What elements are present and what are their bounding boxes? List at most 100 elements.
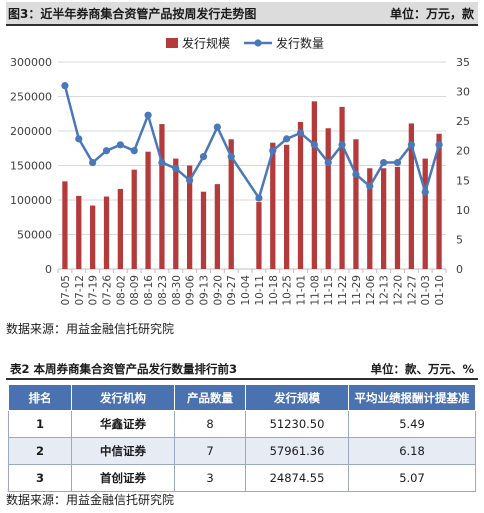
x-tick-label: 11-29	[351, 275, 363, 306]
table-row: 3 首创证券 3 24874.55 5.07	[8, 464, 476, 492]
figure-title: 图3：近半年券商集合资管产品按周发行走势图	[8, 6, 257, 21]
bar-issuance-size	[131, 169, 137, 269]
x-tick-label: 08-02	[115, 275, 127, 306]
left-tick-label: 0	[45, 263, 52, 276]
legend-label-line: 发行数量	[276, 36, 324, 51]
x-tick-label: 11-15	[323, 275, 335, 306]
point-issuance-count	[158, 158, 166, 167]
x-tick-label: 09-13	[199, 275, 211, 306]
bar-issuance-size	[422, 158, 428, 269]
chart-legend: 发行规模 发行数量	[166, 36, 324, 51]
point-issuance-count	[435, 141, 443, 149]
point-issuance-count	[227, 153, 235, 161]
x-tick-label: 10-11	[254, 275, 266, 306]
right-tick-label: 35	[456, 56, 470, 69]
cell-org: 华鑫证券	[71, 410, 175, 438]
x-tick-label: 11-01	[296, 275, 308, 306]
right-tick-label: 15	[456, 174, 470, 187]
bar-issuance-size	[284, 144, 290, 269]
x-tick-label: 01-10	[434, 275, 446, 306]
right-tick-label: 25	[456, 115, 470, 128]
left-tick-label: 250000	[10, 91, 52, 104]
x-tick-label: 12-20	[393, 275, 405, 306]
point-issuance-count	[324, 158, 332, 167]
cell-org: 中信证券	[71, 437, 175, 465]
x-tick-label: 01-03	[420, 275, 432, 306]
x-tick-label: 08-16	[143, 275, 155, 306]
point-issuance-count	[186, 176, 194, 184]
point-issuance-count	[421, 188, 429, 196]
point-issuance-count	[130, 147, 138, 155]
legend-swatch-bar	[166, 38, 178, 48]
bar-issuance-size	[117, 188, 123, 269]
point-issuance-count	[89, 158, 97, 167]
bar-issuance-size	[90, 205, 96, 269]
right-tick-label: 10	[456, 204, 470, 217]
cell-benchmark: 5.49	[348, 410, 476, 438]
bar-issuance-size	[173, 158, 179, 269]
x-tick-label: 12-13	[379, 275, 391, 306]
point-issuance-count	[75, 135, 83, 143]
bar-issuance-size	[187, 165, 193, 269]
figure-unit: 单位：万元，款	[389, 6, 474, 21]
point-issuance-count	[310, 141, 318, 149]
point-issuance-count	[283, 135, 291, 143]
bar-issuance-size	[353, 139, 359, 269]
bar-issuance-size	[394, 166, 401, 269]
bar-issuance-size	[325, 128, 331, 269]
point-issuance-count	[366, 182, 374, 190]
legend-swatch-marker	[254, 39, 262, 47]
figure-header: 图3：近半年券商集合资管产品按周发行走势图 单位：万元，款	[6, 2, 478, 26]
cell-size: 24874.55	[245, 464, 349, 492]
left-tick-label: 300000	[10, 56, 52, 69]
point-issuance-count	[296, 129, 305, 137]
point-issuance-count	[380, 158, 388, 167]
bar-issuance-size	[339, 106, 345, 269]
x-tick-label: 12-27	[406, 275, 418, 306]
col-benchmark: 平均业绩报酬计提基准	[348, 384, 476, 411]
bar-issuance-size	[256, 202, 262, 269]
point-issuance-count	[102, 147, 111, 155]
cell-count: 7	[174, 437, 246, 465]
cell-benchmark: 5.07	[348, 464, 476, 492]
cell-rank: 1	[8, 410, 72, 438]
point-issuance-count	[61, 82, 69, 90]
x-tick-label: 07-12	[74, 275, 86, 306]
bar-issuance-size	[159, 124, 165, 269]
right-tick-label: 0	[456, 263, 463, 276]
x-tick-label: 08-30	[171, 275, 183, 306]
table-unit: 单位：款、万元、%	[370, 362, 474, 376]
cell-rank: 2	[8, 437, 72, 465]
weekly-issuance-chart: 0 50000 100000 150000 200000 250000 300000 0 5 10…	[10, 36, 470, 306]
cell-count: 8	[174, 410, 246, 438]
bar-issuance-size	[381, 168, 387, 269]
right-tick-label: 20	[456, 145, 470, 158]
cell-benchmark: 6.18	[348, 437, 476, 465]
bar-issuance-size	[76, 195, 82, 269]
table-title: 表2 本周券商集合资管产品发行数量排行前3	[10, 362, 238, 376]
chart-source: 数据来源：用益金融信托研究院	[6, 322, 175, 336]
x-tick-label: 07-19	[88, 275, 100, 306]
x-tick-label: 10-25	[282, 275, 294, 306]
legend-label-bar: 发行规模	[182, 36, 230, 51]
table-row: 2 中信证券 7 57961.36 6.18	[8, 437, 476, 465]
table-row: 1 华鑫证券 8 51230.50 5.49	[8, 410, 476, 438]
left-tick-label: 200000	[10, 125, 52, 138]
left-tick-label: 150000	[10, 160, 52, 173]
bar-issuance-size	[367, 168, 373, 269]
table-header-row: 排名 发行机构 产品数量 发行规模 平均业绩报酬计提基准	[8, 384, 476, 411]
x-tick-label: 10-18	[268, 275, 280, 306]
ranking-table: 排名 发行机构 产品数量 发行规模 平均业绩报酬计提基准 1 华鑫证券 8 51…	[8, 384, 476, 492]
table-header: 表2 本周券商集合资管产品发行数量排行前3 单位：款、万元、%	[6, 360, 478, 380]
point-issuance-count	[407, 141, 415, 149]
point-issuance-count	[116, 141, 124, 149]
x-tick-label: 12-06	[365, 275, 377, 306]
point-issuance-count	[172, 164, 180, 173]
point-issuance-count	[338, 141, 346, 149]
bar-issuance-size	[145, 151, 151, 269]
point-issuance-count	[144, 111, 152, 119]
right-tick-label: 30	[456, 86, 470, 99]
x-tick-label: 09-06	[185, 275, 197, 306]
x-tick-label: 11-22	[337, 275, 349, 306]
bar-issuance-size	[228, 139, 234, 269]
